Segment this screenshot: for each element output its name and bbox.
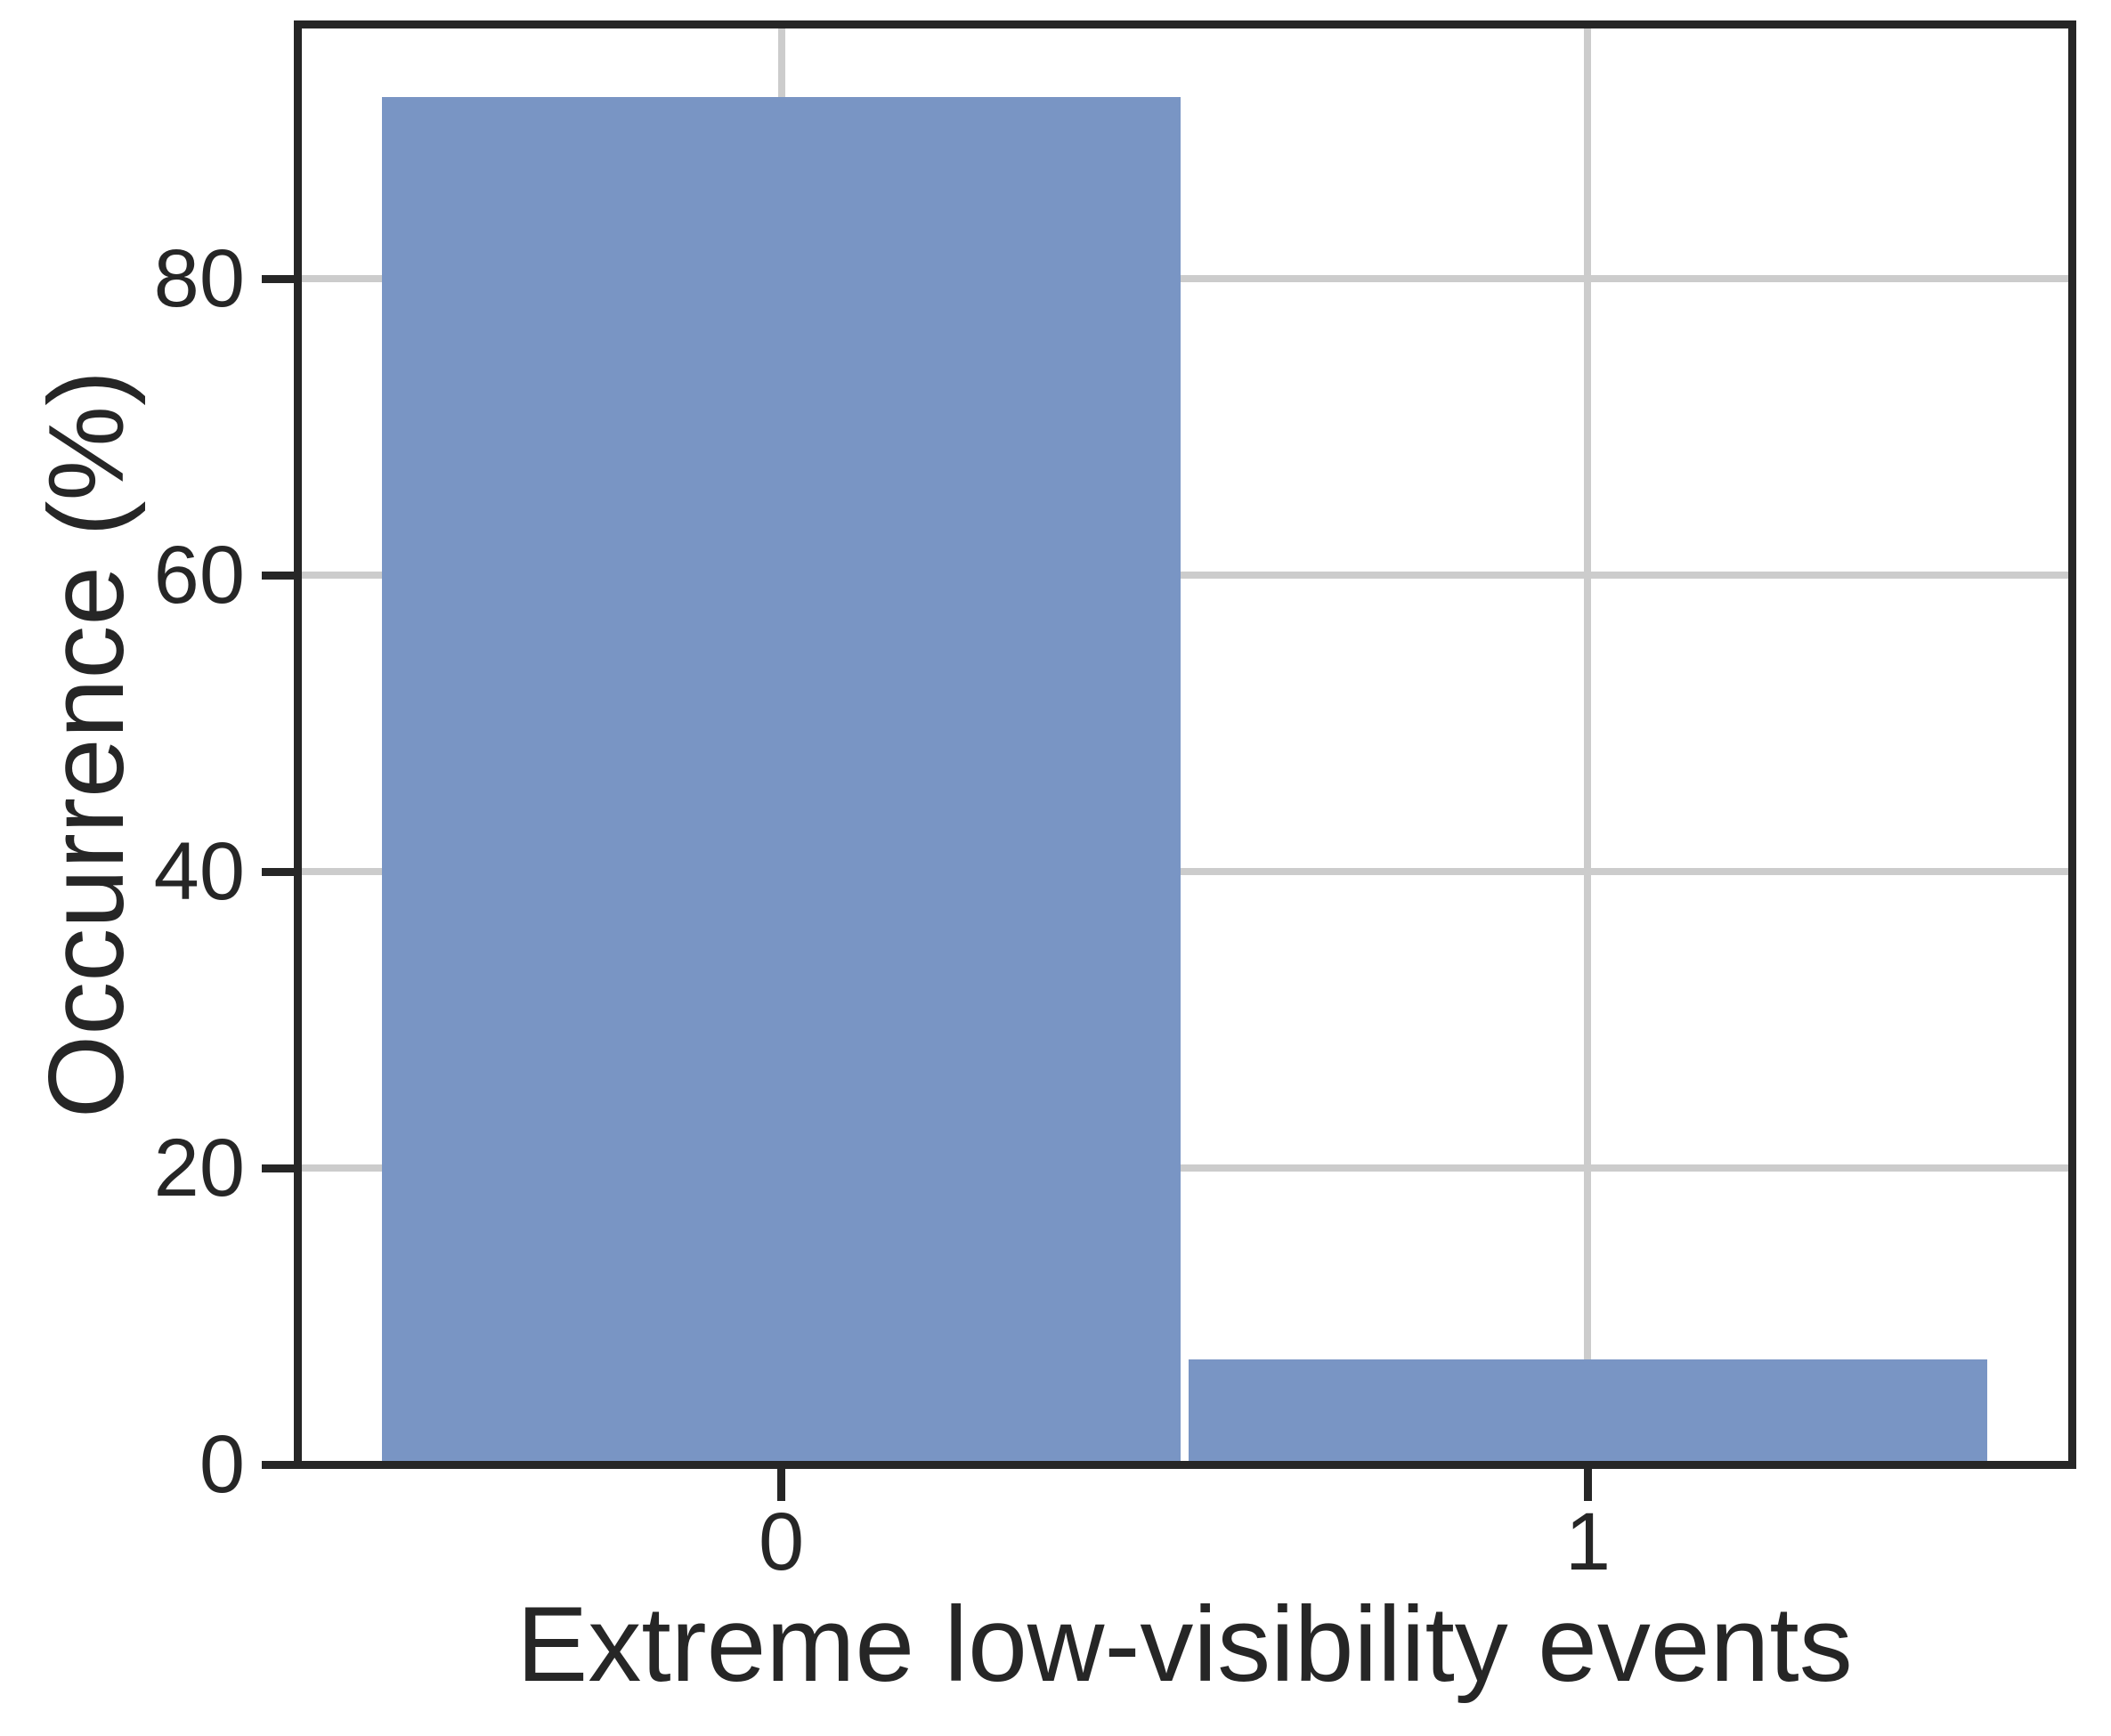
y-gridline-60 (297, 572, 2072, 580)
x-tick-label-1: 1 (1564, 1497, 1612, 1587)
y-tick-0 (261, 1460, 294, 1469)
y-tick-40 (261, 867, 294, 876)
y-tick-80 (261, 274, 294, 283)
x-tick-0 (777, 1468, 786, 1501)
y-tick-label-80: 80 (153, 233, 245, 325)
x-tick-label-0: 0 (758, 1497, 805, 1587)
y-tick-60 (261, 571, 294, 580)
y-tick-label-0: 0 (199, 1419, 245, 1510)
y-gridline-40 (297, 868, 2072, 876)
x-tick-1 (1583, 1468, 1592, 1501)
x-axis-label: Extreme low-visibility events (516, 1585, 1853, 1704)
y-tick-label-20: 20 (153, 1123, 245, 1214)
x-gridline-1 (1584, 24, 1592, 1464)
bar-category-1 (1189, 1359, 1987, 1464)
y-gridline-20 (297, 1164, 2072, 1172)
y-axis-label: Occurrence (%) (27, 369, 146, 1119)
bar-category-0 (382, 96, 1181, 1464)
y-tick-label-40: 40 (153, 826, 245, 918)
y-tick-label-60: 60 (153, 530, 245, 621)
y-tick-20 (261, 1164, 294, 1172)
y-gridline-80 (297, 275, 2072, 283)
